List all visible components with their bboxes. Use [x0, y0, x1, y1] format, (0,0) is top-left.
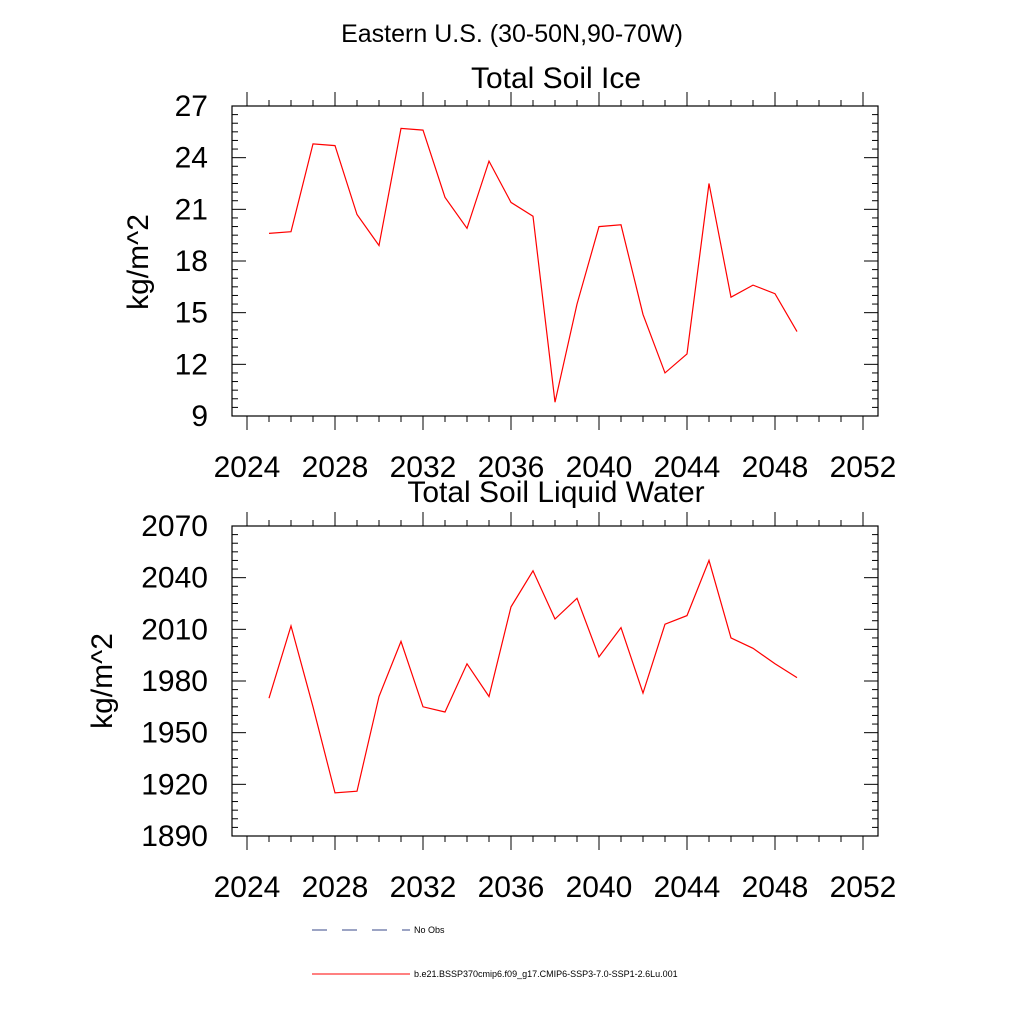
series-lines [268, 127, 798, 403]
y-tick-label: 1950 [141, 717, 208, 750]
plot-frame [231, 525, 879, 837]
series-lines [268, 558, 798, 794]
y-tick-label: 18 [175, 245, 208, 278]
x-tick-label: 2024 [214, 871, 281, 904]
x-tick-label: 2036 [478, 871, 545, 904]
x-tick-label: 2048 [742, 451, 809, 484]
x-tick-label: 2048 [742, 871, 809, 904]
x-tick-label: 2028 [302, 451, 369, 484]
y-tick-label: 15 [175, 297, 208, 330]
x-tick-label: 2052 [830, 451, 897, 484]
plot-frame [231, 105, 879, 417]
legend-label-no-obs: No Obs [414, 925, 445, 935]
x-tick-label: 2040 [566, 451, 633, 484]
chart-title: Total Soil Ice [471, 62, 641, 95]
y-tick-label: 9 [191, 400, 208, 433]
y-tick-label: 1890 [141, 820, 208, 853]
x-tick-label: 2040 [566, 871, 633, 904]
axis-ticks: 2024 2028 2032 2036 2040 2044 2048 2052 9 12 15 18 2… [175, 90, 897, 484]
x-tick-label: 2036 [478, 451, 545, 484]
y-tick-label: 27 [175, 90, 208, 123]
x-tick-label: 2044 [654, 451, 721, 484]
y-tick-label: 2010 [141, 613, 208, 646]
series-line [268, 558, 798, 794]
axis-ticks: 2024 2028 2032 2036 2040 2044 2048 2052 1890 1920… [141, 510, 896, 904]
x-tick-label: 2032 [390, 451, 457, 484]
panel-total-soil-liquid-water: Total Soil Liquid Water kg/m^2 2024 2028 2… [86, 476, 896, 904]
y-tick-label: 2070 [141, 510, 208, 543]
y-tick-label: 12 [175, 348, 208, 381]
x-tick-label: 2032 [390, 871, 457, 904]
x-tick-label: 2024 [214, 451, 281, 484]
legend-label-model: b.e21.BSSP370cmip6.f09_g17.CMIP6-SSP3-7.… [414, 969, 678, 979]
figure-title: Eastern U.S. (30-50N,90-70W) [341, 20, 683, 48]
y-axis-label: kg/m^2 [122, 214, 155, 310]
y-axis-label: kg/m^2 [86, 633, 119, 729]
x-tick-label: 2044 [654, 871, 721, 904]
x-tick-label: 2028 [302, 871, 369, 904]
y-tick-label: 2040 [141, 562, 208, 595]
series-line [268, 127, 798, 403]
y-tick-label: 24 [175, 142, 208, 175]
y-tick-label: 21 [175, 193, 208, 226]
y-tick-label: 1920 [141, 768, 208, 801]
panel-total-soil-ice: Total Soil Ice kg/m^2 2024 2028 2032 2036 20… [122, 62, 896, 484]
chart-title: Total Soil Liquid Water [407, 476, 704, 509]
y-tick-label: 1980 [141, 665, 208, 698]
legend: No Obs b.e21.BSSP370cmip6.f09_g17.CMIP6-… [312, 925, 678, 979]
x-tick-label: 2052 [830, 871, 897, 904]
